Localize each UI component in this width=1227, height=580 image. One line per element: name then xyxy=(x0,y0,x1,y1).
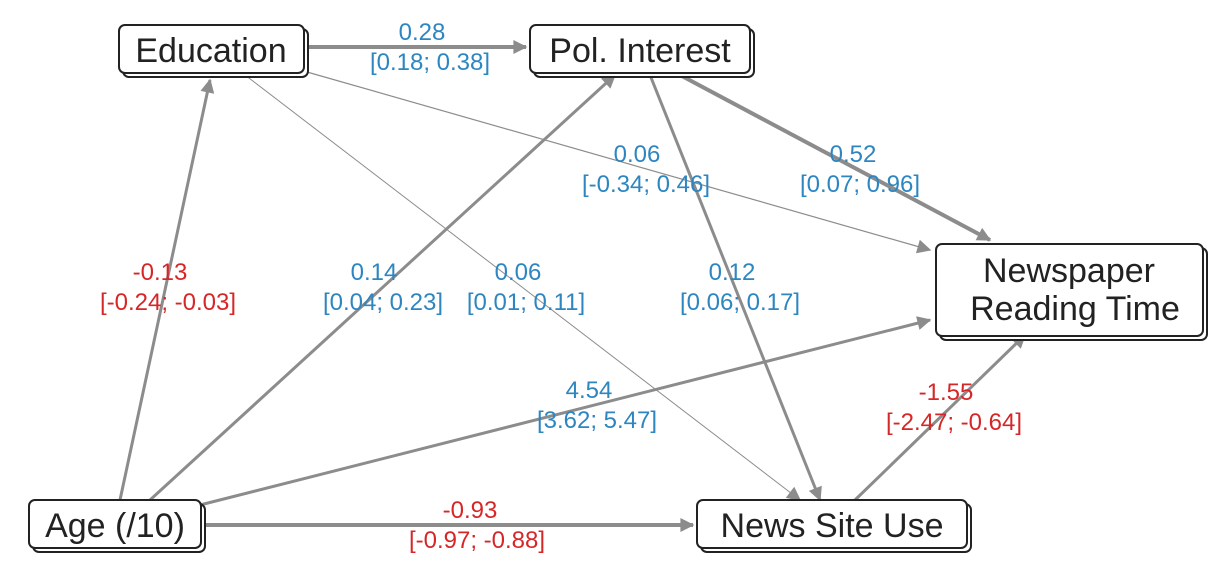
label-age-site-est: -0.93 xyxy=(443,497,498,524)
label-edu-pol-ci: [0.18; 0.38] xyxy=(370,49,490,76)
node-newspaper-line1: Newspaper xyxy=(983,252,1155,290)
node-news-site-use-label: News Site Use xyxy=(721,507,944,545)
node-pol-interest: Pol. Interest xyxy=(529,24,755,78)
label-pol-news-ci: [0.07; 0.96] xyxy=(800,171,920,198)
label-age-site-ci: [-0.97; -0.88] xyxy=(409,527,545,554)
label-age-pol-ci: [0.04; 0.23] xyxy=(323,289,443,316)
node-education: Education xyxy=(118,24,309,78)
edge-pol-interest-to-newspaper xyxy=(679,73,992,242)
edge-news-site-to-newspaper xyxy=(853,333,1027,502)
node-education-label: Education xyxy=(135,32,286,70)
label-site-news-ci: [-2.47; -0.64] xyxy=(886,409,1022,436)
label-edu-site-est: 0.06 xyxy=(495,259,542,286)
label-pol-site-ci: [0.06; 0.17] xyxy=(680,289,800,316)
label-age-edu-est: -0.13 xyxy=(133,259,188,286)
node-news-site-use: News Site Use xyxy=(696,499,972,553)
edge-education-to-newspaper xyxy=(299,69,932,254)
edge-education-to-news-site xyxy=(244,74,802,501)
node-newspaper-line2: Reading Time xyxy=(970,290,1180,328)
label-age-news-est: 4.54 xyxy=(566,377,613,404)
label-edu-pol-est: 0.28 xyxy=(399,19,446,46)
label-pol-site-est: 0.12 xyxy=(709,259,756,286)
label-site-news-est: -1.55 xyxy=(919,379,974,406)
label-edu-news-est: 0.06 xyxy=(614,141,661,168)
edge-age-to-pol-interest xyxy=(148,73,617,502)
label-age-news-ci: [3.62; 5.47] xyxy=(537,407,657,434)
edge-age-to-education xyxy=(118,78,215,501)
node-pol-interest-label: Pol. Interest xyxy=(549,32,731,70)
node-age: Age (/10) xyxy=(28,499,206,553)
label-pol-news-est: 0.52 xyxy=(830,141,877,168)
label-age-pol-est: 0.14 xyxy=(351,259,398,286)
node-newspaper-reading-time: Newspaper Reading Time xyxy=(935,243,1208,341)
label-edu-site-ci: [0.01; 0.11] xyxy=(467,289,585,316)
edge-labels: 0.28 [0.18; 0.38] 0.06 [-0.34; 0.46] 0.5… xyxy=(100,19,1022,554)
edge-pol-interest-to-news-site xyxy=(648,74,822,502)
edges xyxy=(118,40,1027,532)
edge-age-to-newspaper xyxy=(199,316,932,507)
node-age-label: Age (/10) xyxy=(45,507,185,545)
label-age-edu-ci: [-0.24; -0.03] xyxy=(100,289,236,316)
label-edu-news-ci: [-0.34; 0.46] xyxy=(582,171,710,198)
